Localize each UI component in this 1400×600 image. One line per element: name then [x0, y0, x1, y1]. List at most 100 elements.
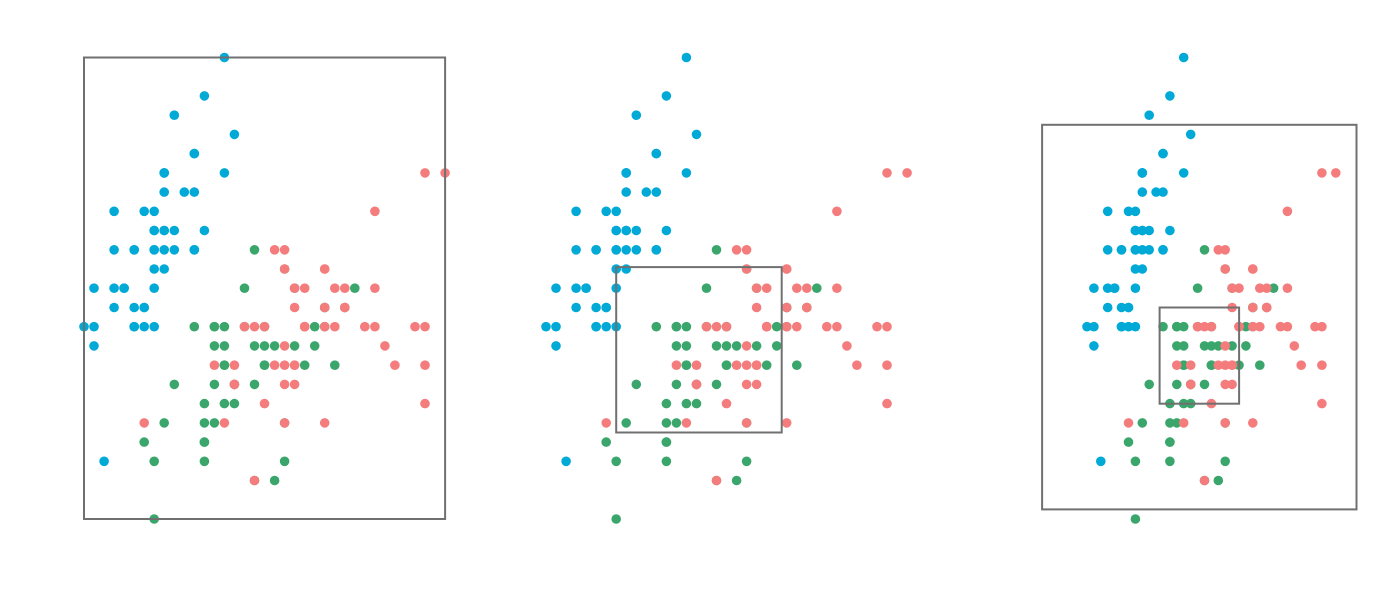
point-setosa-21	[621, 187, 631, 197]
point-setosa-39	[159, 245, 169, 255]
point-setosa-14	[1185, 129, 1196, 140]
point-virginica-7	[380, 341, 390, 351]
point-virginica-5	[872, 321, 882, 332]
point-versicolor-24	[1227, 341, 1237, 351]
point-versicolor-34	[651, 321, 662, 332]
point-virginica-17	[882, 168, 892, 178]
point-versicolor-10	[1130, 514, 1141, 524]
point-virginica-36	[1220, 245, 1230, 255]
point-virginica-37	[751, 302, 762, 313]
point-versicolor-0	[812, 283, 822, 294]
point-versicolor-0	[1268, 283, 1279, 294]
point-virginica-10	[761, 283, 772, 294]
point-virginica-8	[781, 418, 792, 428]
point-setosa-32	[631, 110, 642, 120]
point-versicolor-4	[761, 360, 772, 371]
panel-1-box-0	[83, 56, 447, 520]
point-virginica-49	[1192, 321, 1203, 332]
point-setosa-39	[1137, 245, 1148, 255]
point-setosa-8	[89, 341, 99, 351]
panel-3-box-1	[1158, 306, 1241, 405]
point-versicolor-46	[219, 341, 230, 351]
point-versicolor-20	[701, 283, 712, 294]
point-versicolor-28	[249, 341, 260, 351]
point-virginica-9	[370, 206, 380, 217]
point-setosa-30	[129, 302, 139, 313]
point-virginica-23	[741, 379, 752, 390]
point-virginica-26	[269, 360, 280, 371]
point-virginica-9	[832, 206, 842, 217]
point-setosa-21	[159, 187, 169, 197]
point-virginica-33	[741, 360, 752, 371]
point-versicolor-35	[1199, 245, 1210, 255]
point-setosa-36	[1165, 225, 1175, 236]
point-virginica-6	[1123, 418, 1134, 428]
panel-3	[1041, 52, 1358, 524]
point-virginica-41	[802, 302, 812, 313]
point-setosa-24	[591, 245, 601, 255]
point-virginica-0	[279, 264, 290, 274]
point-virginica-49	[701, 321, 712, 332]
point-virginica-29	[832, 321, 842, 332]
point-virginica-43	[330, 283, 340, 294]
point-virginica-26	[731, 360, 742, 371]
point-versicolor-24	[289, 341, 300, 351]
point-virginica-0	[741, 264, 752, 274]
point-versicolor-4	[299, 360, 310, 371]
point-virginica-46	[1220, 418, 1230, 428]
point-virginica-7	[1289, 341, 1300, 351]
point-virginica-3	[1220, 341, 1230, 351]
point-versicolor-14	[1172, 341, 1182, 351]
point-virginica-41	[340, 302, 350, 313]
point-virginica-44	[319, 264, 330, 274]
point-virginica-35	[882, 321, 892, 332]
point-versicolor-7	[139, 437, 149, 447]
point-versicolor-46	[681, 341, 692, 351]
point-virginica-20	[1261, 283, 1272, 294]
point-setosa-31	[189, 245, 200, 255]
point-setosa-17	[159, 225, 169, 236]
point-virginica-22	[420, 360, 430, 371]
point-virginica-47	[299, 321, 310, 332]
point-versicolor-18	[269, 475, 280, 486]
point-versicolor-31	[1165, 437, 1175, 447]
point-setosa-16	[651, 148, 662, 159]
point-versicolor-28	[711, 341, 722, 351]
point-setosa-46	[621, 168, 631, 178]
point-virginica-14	[1185, 360, 1196, 371]
point-virginica-2	[822, 321, 832, 332]
point-versicolor-8	[1241, 341, 1251, 351]
point-virginica-2	[1275, 321, 1286, 332]
point-setosa-37	[601, 206, 611, 217]
point-versicolor-35	[249, 245, 260, 255]
point-virginica-25	[832, 283, 842, 294]
point-setosa-34	[1123, 302, 1134, 313]
point-setosa-18	[681, 168, 692, 178]
point-setosa-27	[169, 225, 180, 236]
point-virginica-38	[1199, 321, 1210, 332]
point-virginica-46	[279, 418, 290, 428]
point-setosa-15	[1178, 52, 1189, 63]
point-virginica-3	[279, 341, 290, 351]
point-versicolor-13	[1206, 341, 1217, 351]
point-virginica-20	[802, 283, 812, 294]
panel-2	[541, 52, 912, 524]
point-versicolor-38	[671, 321, 682, 332]
point-setosa-14	[229, 129, 240, 140]
point-versicolor-18	[1213, 475, 1224, 486]
point-virginica-15	[1227, 283, 1237, 294]
point-setosa-47	[1102, 283, 1113, 294]
point-virginica-25	[1282, 283, 1293, 294]
point-versicolor-8	[309, 341, 320, 351]
point-setosa-48	[641, 187, 652, 197]
point-setosa-25	[149, 321, 159, 332]
point-virginica-32	[289, 360, 300, 371]
point-setosa-41	[99, 456, 109, 467]
point-versicolor-45	[1178, 321, 1189, 332]
point-setosa-42	[1089, 283, 1099, 294]
point-versicolor-43	[1130, 456, 1141, 467]
point-versicolor-37	[279, 456, 290, 467]
point-versicolor-44	[209, 379, 220, 390]
point-versicolor-33	[711, 379, 722, 390]
point-versicolor-8	[771, 341, 782, 351]
